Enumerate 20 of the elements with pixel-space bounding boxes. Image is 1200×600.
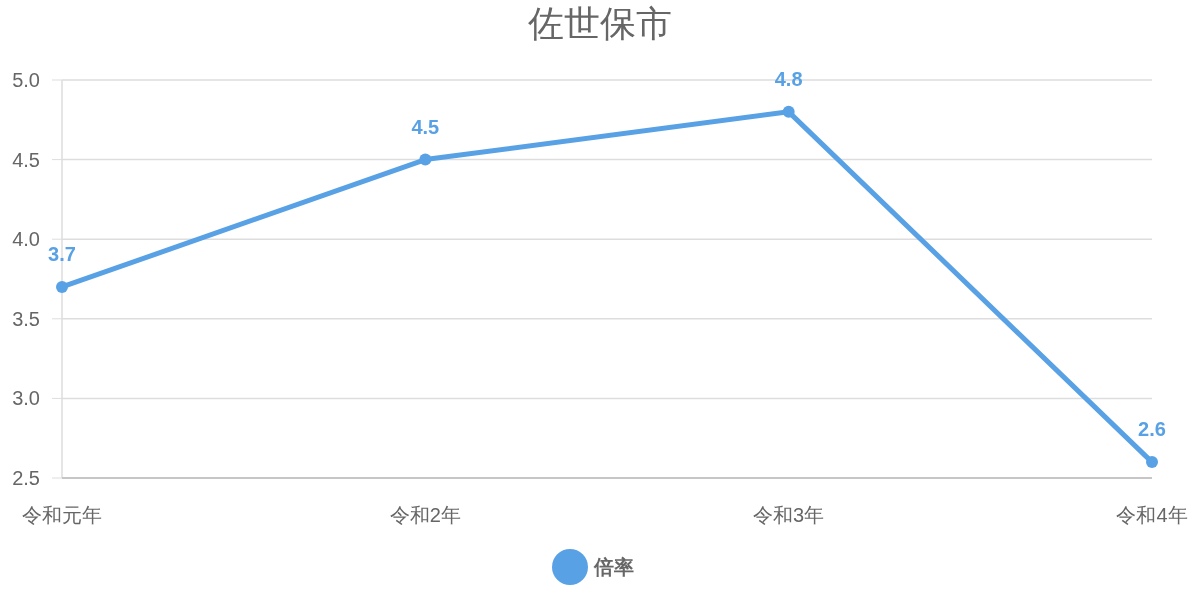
point — [1146, 456, 1158, 469]
y-tick-label: 3.5 — [12, 307, 40, 330]
x-tick-label: 令和2年 — [389, 504, 461, 526]
data-label: 2.6 — [1138, 418, 1166, 441]
legend-label: 倍率 — [593, 556, 634, 578]
y-tick-label: 3.0 — [12, 387, 40, 410]
y-tick-label: 2.5 — [12, 467, 40, 489]
x-tick-label: 令和元年 — [22, 504, 102, 526]
point — [419, 153, 432, 166]
y-tick-label: 5.0 — [12, 69, 40, 91]
y-tick-label: 4.0 — [12, 228, 40, 251]
point — [56, 280, 68, 293]
data-label: 4.8 — [774, 67, 803, 90]
y-tick-label: 4.5 — [12, 148, 40, 171]
chart-title: 佐世保市 — [528, 3, 672, 44]
data-label: 3.7 — [48, 242, 76, 265]
data-label: 4.5 — [411, 115, 440, 138]
x-tick-label: 令和3年 — [753, 504, 825, 526]
point — [782, 105, 795, 118]
x-tick-label: 令和4年 — [1116, 504, 1188, 526]
